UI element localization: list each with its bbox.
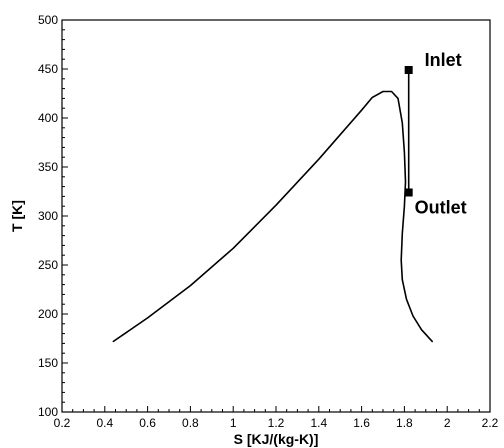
y-tick-label: 350 <box>38 160 58 174</box>
x-tick-label: 0.4 <box>96 416 113 430</box>
x-tick-label: 2 <box>444 416 451 430</box>
annotation-layer: Inlet Outlet <box>404 50 467 217</box>
y-tick-label: 400 <box>38 111 58 125</box>
outlet-label: Outlet <box>415 197 467 217</box>
x-tick-label: 2.2 <box>482 416 499 430</box>
outlet-marker <box>404 188 413 197</box>
x-tick-label: 0.2 <box>54 416 71 430</box>
y-tick-label: 150 <box>38 356 58 370</box>
y-tick-label: 100 <box>38 405 58 419</box>
x-tick-label: 1.8 <box>396 416 413 430</box>
inlet-label: Inlet <box>425 50 462 70</box>
x-tick-label: 0.6 <box>139 416 156 430</box>
x-tick-label: 1.2 <box>268 416 285 430</box>
x-tick-label: 1 <box>230 416 237 430</box>
x-tick-label: 0.8 <box>182 416 199 430</box>
y-axis-label: T [K] <box>9 200 25 232</box>
series-layer <box>112 69 434 343</box>
x-axis-ticks: 0.2 0.4 0.6 0.8 1 1.2 1.4 1.6 1.8 2 2.2 <box>54 406 499 430</box>
x-tick-label: 1.4 <box>310 416 327 430</box>
y-axis-ticks: 100 150 200 250 300 350 400 450 500 <box>38 13 68 419</box>
y-tick-label: 200 <box>38 307 58 321</box>
x-axis-label: S [KJ/(kg-K)] <box>234 431 319 447</box>
inlet-marker <box>404 65 413 74</box>
saturation-curve <box>112 90 434 343</box>
y-tick-label: 250 <box>38 258 58 272</box>
y-tick-label: 450 <box>38 62 58 76</box>
x-tick-label: 1.6 <box>353 416 370 430</box>
y-tick-label: 300 <box>38 209 58 223</box>
y-tick-label: 500 <box>38 13 58 27</box>
